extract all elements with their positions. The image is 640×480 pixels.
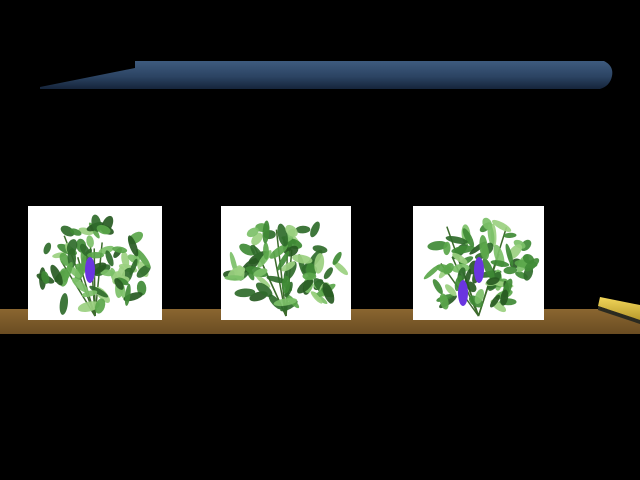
leafy-plant-icon <box>223 220 349 317</box>
purple-fruit-icon <box>458 280 468 306</box>
purple-fruit-icon <box>474 257 484 283</box>
plant-card-3 <box>413 206 544 320</box>
plant-card-2 <box>221 206 351 320</box>
overhead-rail-icon <box>40 61 613 89</box>
plant-card-1 <box>28 206 162 320</box>
yellow-marker-icon <box>598 297 640 324</box>
purple-fruit-icon <box>85 257 95 283</box>
